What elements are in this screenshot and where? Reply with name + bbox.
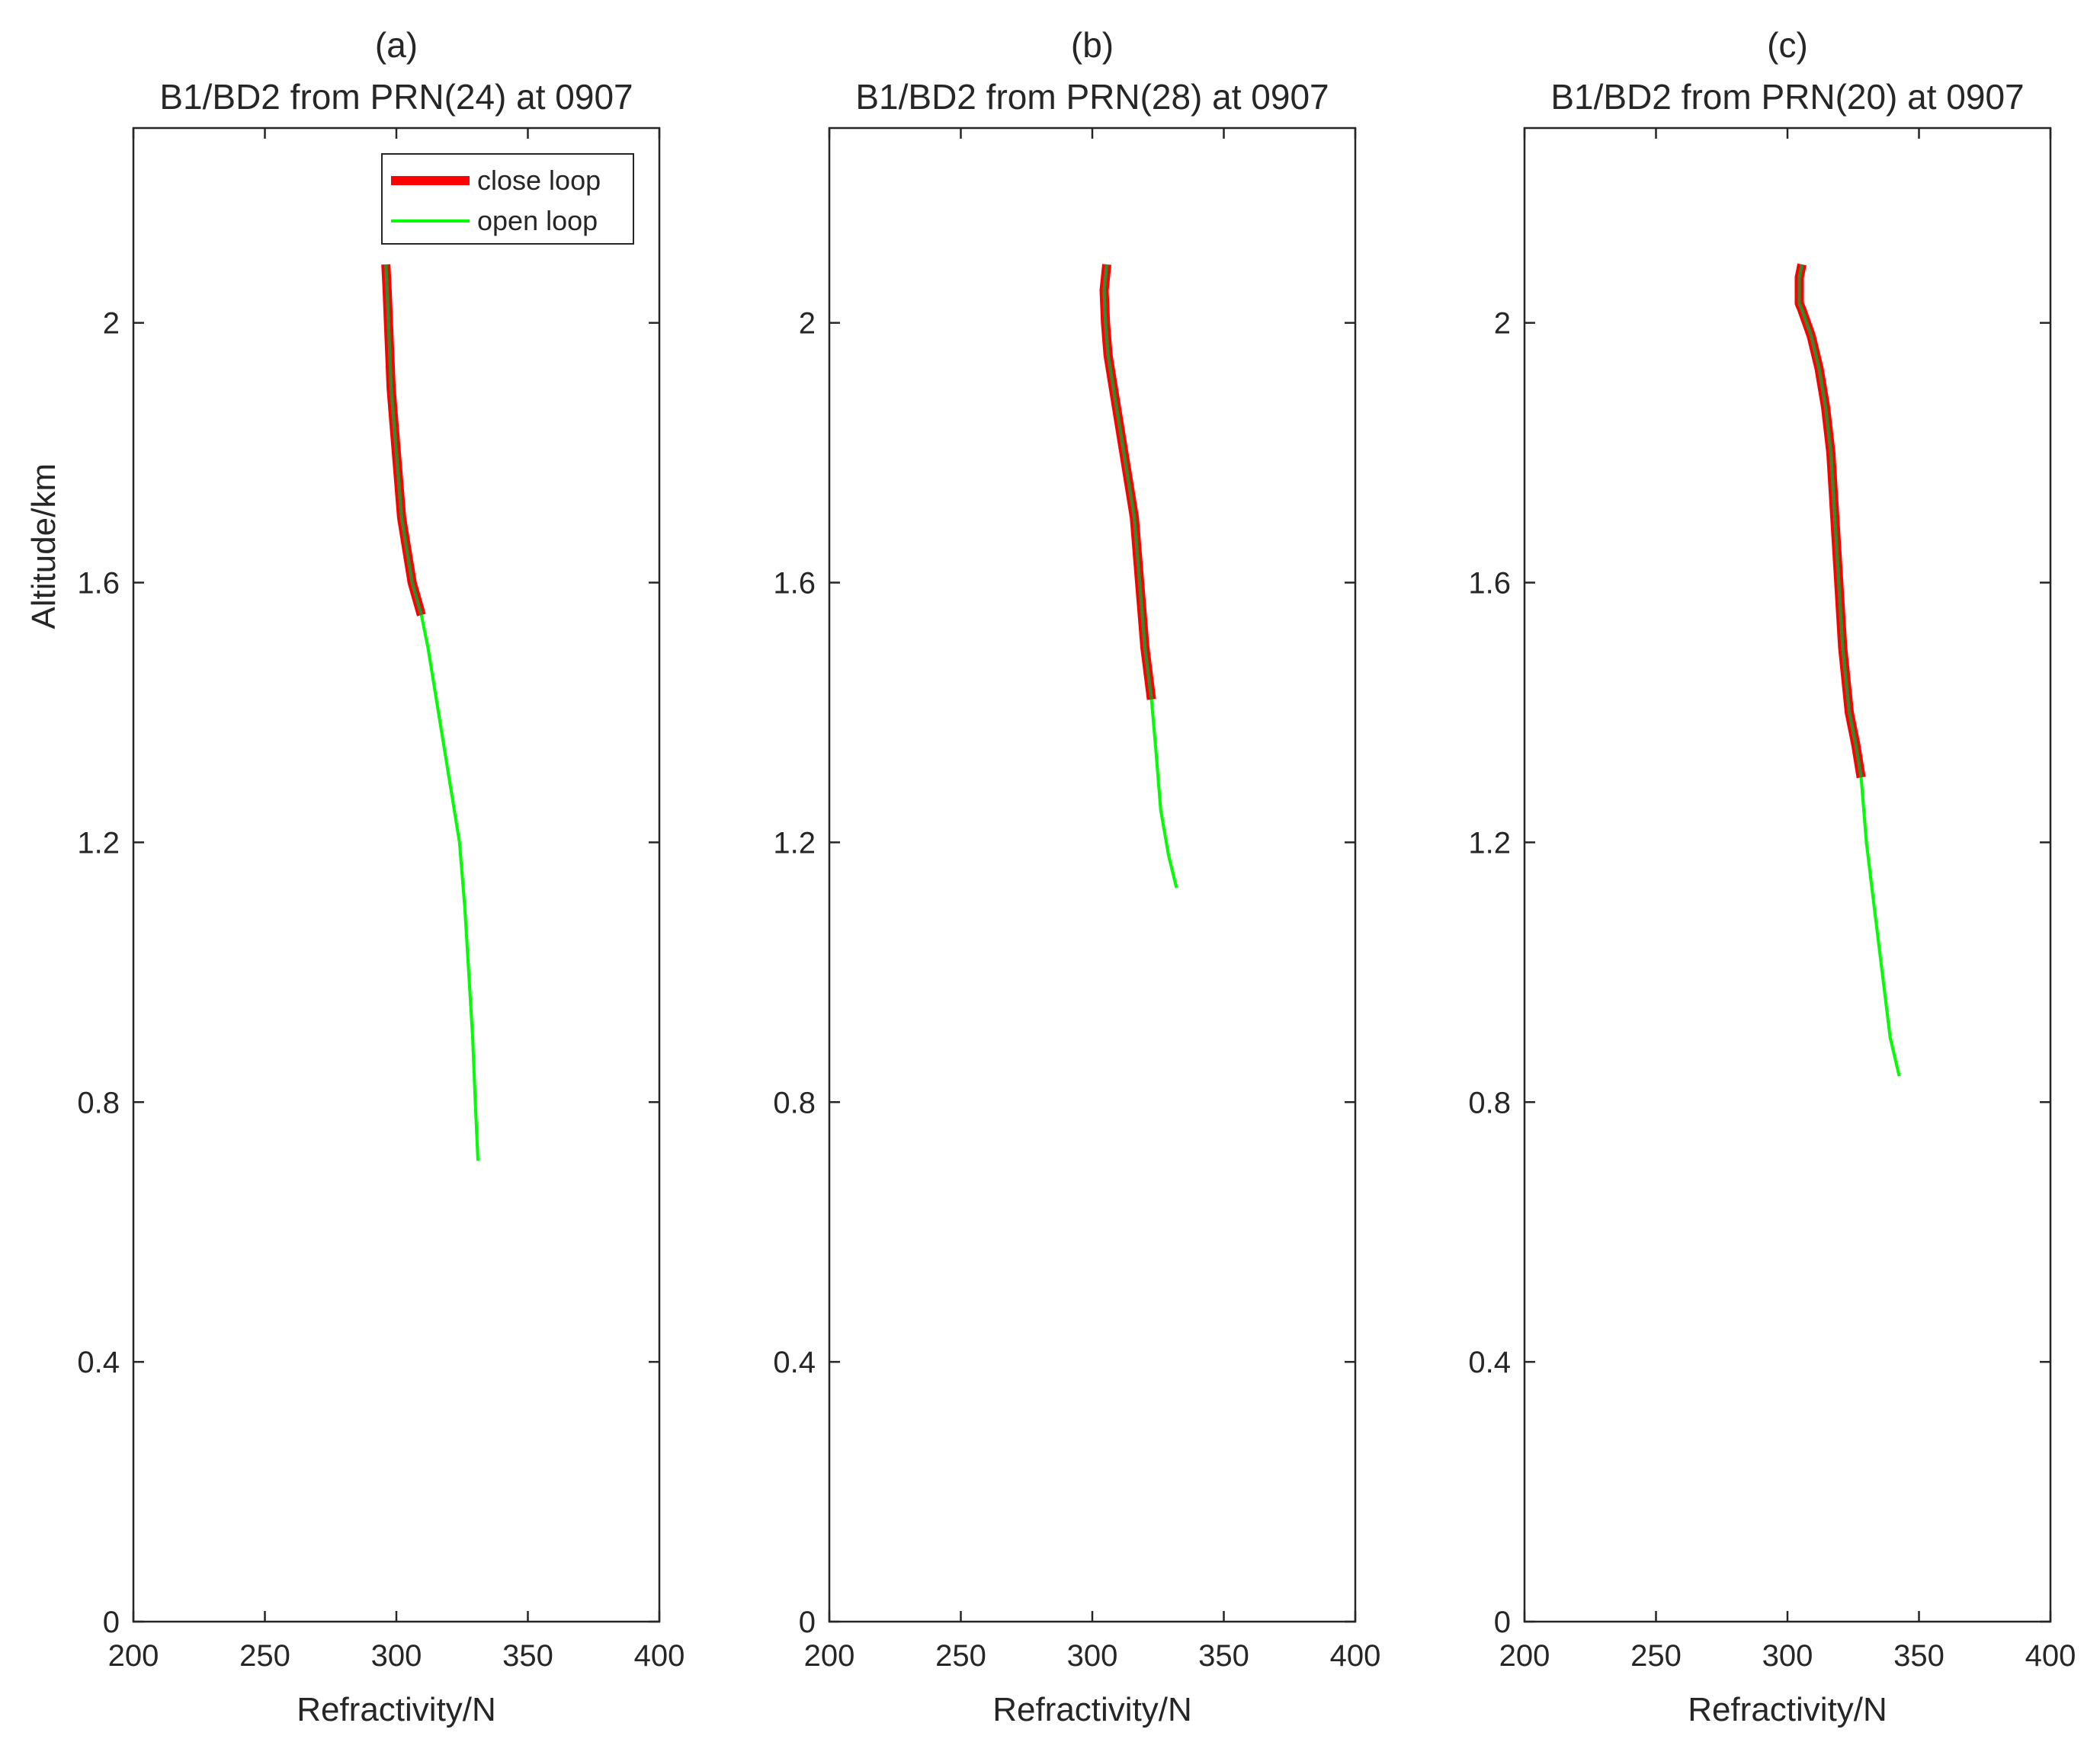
legend-label-open-loop: open loop (477, 205, 598, 236)
x-axis-label: Refractivity/N (1688, 1691, 1887, 1728)
plot-area (1523, 127, 2052, 1623)
y-tick-label: 1.2 (1468, 826, 1511, 860)
x-tick-label: 400 (2025, 1639, 2076, 1673)
y-tick-label: 2 (1494, 307, 1511, 341)
y-tick-label: 0.4 (1468, 1346, 1511, 1379)
x-axis-label: Refractivity/N (297, 1691, 496, 1728)
y-tick-label: 2 (799, 307, 816, 341)
y-tick-label: 1.6 (773, 567, 816, 600)
y-axis-label: Altitude/km (25, 463, 63, 629)
y-tick-label: 0.8 (77, 1086, 120, 1119)
close-loop-inner-line (1102, 264, 1153, 700)
x-tick-label: 200 (804, 1639, 855, 1673)
x-tick-label: 200 (108, 1639, 159, 1673)
close-loop-inner-line (384, 264, 423, 616)
legend-label-close-loop: close loop (477, 165, 601, 196)
x-tick-label: 300 (1762, 1639, 1813, 1673)
panel-title: B1/BD2 from PRN(20) at 0907 (1550, 77, 2024, 117)
panel-c: (c) B1/BD2 from PRN(20) at 0907 200 250 300 3… (1468, 25, 2076, 1728)
plot-area (828, 127, 1357, 1623)
x-tick-label: 200 (1499, 1639, 1550, 1673)
close-loop-inner-line (1797, 264, 1863, 778)
y-tick-label: 0.4 (773, 1346, 816, 1379)
y-tick-label: 1.6 (77, 567, 120, 600)
panel-a: (a) B1/BD2 from PRN(24) at 0907 200 250 300 3… (25, 25, 685, 1728)
y-tick-label: 0 (1494, 1606, 1511, 1639)
x-tick-label: 350 (1198, 1639, 1249, 1673)
x-tick-label: 250 (239, 1639, 290, 1673)
legend-box (381, 153, 634, 245)
y-tick-label: 0 (103, 1606, 120, 1639)
y-tick-label: 1.2 (773, 826, 816, 860)
y-tick-label: 0.4 (77, 1346, 120, 1379)
legend: close loop open loop (381, 153, 634, 245)
x-tick-label: 300 (371, 1639, 422, 1673)
x-tick-label: 400 (1330, 1639, 1381, 1673)
plot-area (132, 127, 661, 1623)
panel-title: B1/BD2 from PRN(24) at 0907 (159, 77, 633, 117)
panel-label: (b) (1071, 25, 1114, 65)
panel-b: (b) B1/BD2 from PRN(28) at 0907 200 250 300 3… (773, 25, 1380, 1728)
panel-label: (c) (1767, 25, 1808, 65)
x-tick-label: 350 (1893, 1639, 1945, 1673)
y-tick-label: 2 (103, 307, 120, 341)
x-tick-label: 250 (935, 1639, 986, 1673)
y-tick-label: 1.2 (77, 826, 120, 860)
y-tick-label: 0 (799, 1606, 816, 1639)
y-tick-label: 0.8 (1468, 1086, 1511, 1119)
x-tick-label: 350 (502, 1639, 553, 1673)
panel-title: B1/BD2 from PRN(28) at 0907 (855, 77, 1329, 117)
y-tick-label: 0.8 (773, 1086, 816, 1119)
x-tick-label: 250 (1630, 1639, 1682, 1673)
panel-label: (a) (375, 25, 418, 65)
x-axis-label: Refractivity/N (992, 1691, 1192, 1728)
x-tick-label: 400 (634, 1639, 685, 1673)
y-tick-label: 1.6 (1468, 567, 1511, 600)
x-tick-label: 300 (1067, 1639, 1118, 1673)
